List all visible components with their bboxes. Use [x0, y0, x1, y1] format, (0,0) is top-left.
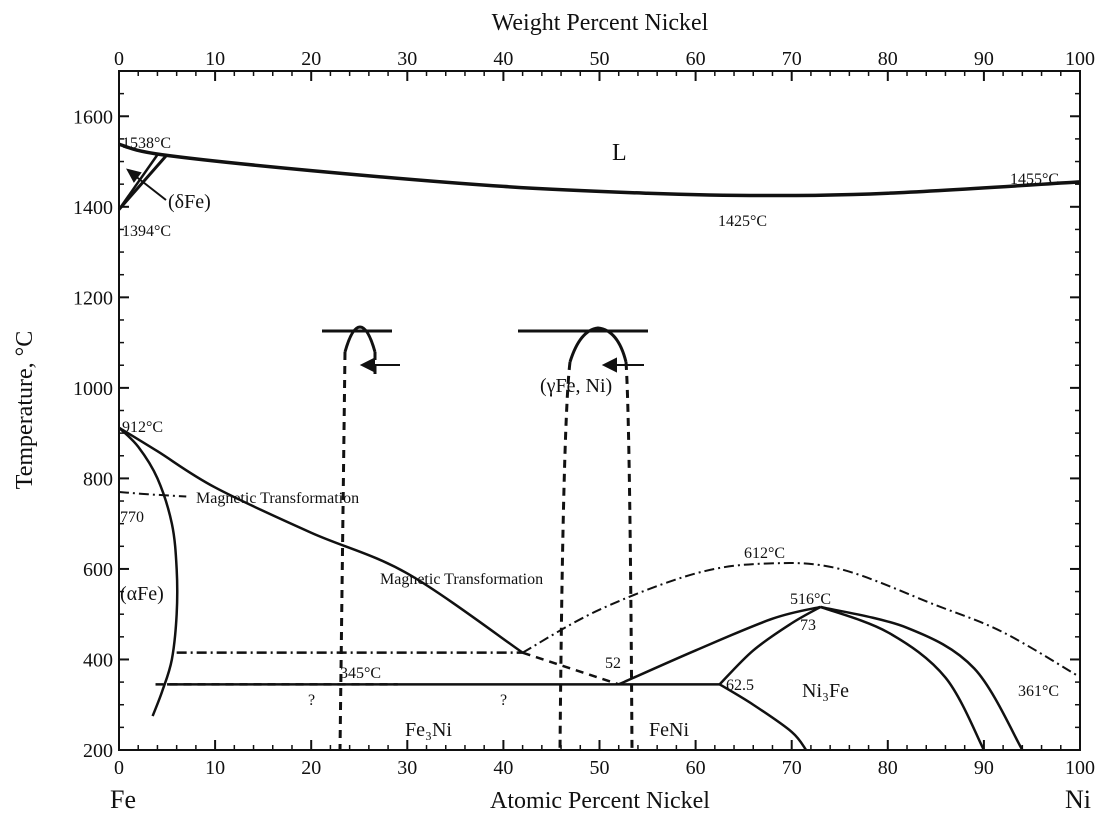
comp-625-label: 62.5: [726, 677, 754, 694]
fe3ni-dome-solid: [343, 325, 377, 353]
phase-arrows: [126, 168, 644, 373]
x-tick-label-top: 90: [974, 48, 994, 70]
temp-770-label: 770: [120, 509, 144, 526]
gamma-label: (γFe, Ni): [540, 375, 612, 397]
x-tick-label-bottom: 10: [205, 757, 225, 779]
x-tick-label-top: 20: [301, 48, 321, 70]
x-tick-label-bottom: 100: [1065, 757, 1095, 779]
x-tick-label-bottom: 70: [782, 757, 802, 779]
temp-612-label: 612°C: [744, 545, 785, 562]
x-tick-label-top: 50: [590, 48, 610, 70]
dashed-to-52: [522, 651, 620, 686]
x-tick-label-top: 100: [1065, 48, 1095, 70]
x-tick-label-bottom: 0: [114, 757, 124, 779]
magnetic-transformation-left: [118, 490, 187, 498]
temp-1425-label: 1425°C: [718, 213, 767, 230]
top-axis-title: Weight Percent Nickel: [492, 10, 709, 36]
x-tick-label-bottom: 20: [301, 757, 321, 779]
magnetic-transformation-label-1: Magnetic Transformation: [196, 490, 359, 507]
comp-73-label: 73: [800, 617, 816, 634]
delta-fe-label: (δFe): [168, 191, 211, 213]
fe3ni-arrow-head: [359, 357, 375, 373]
alpha-label: (αFe): [120, 583, 164, 605]
delta-arrow-head: [126, 168, 142, 183]
fe-element-label: Fe: [110, 785, 136, 814]
y-tick-label: 1400: [73, 197, 113, 219]
phase-boundaries: [117, 142, 1081, 751]
ni3fe-right-outer-boundary: [820, 605, 1024, 751]
temp-912-label: 912°C: [122, 419, 163, 436]
x-tick-label-top: 30: [397, 48, 417, 70]
x-tick-label-bottom: 30: [397, 757, 417, 779]
plot-frame: [118, 70, 1081, 751]
x-tick-label-top: 0: [114, 48, 124, 70]
ni3fe-label: Ni₃Fe: [802, 680, 849, 702]
temp-1538-label: 1538°C: [122, 135, 171, 152]
liquidus-line: [118, 142, 1081, 198]
axis-ticks: 0 0 10 10 20 20 30 30 40 40 50 50 60 60 70 70 80 80 90 90 10…: [73, 48, 1095, 779]
y-tick-label: 600: [83, 559, 113, 581]
delta-inner-line: [117, 154, 159, 211]
x-tick-label-bottom: 60: [686, 757, 706, 779]
temp-345-label: 345°C: [340, 665, 381, 682]
y-tick-label: 1200: [73, 287, 113, 309]
gamma-alpha-lower-boundary: [118, 426, 179, 717]
ni3fe-left-lower-boundary: [718, 605, 822, 686]
x-tick-label-top: 60: [686, 48, 706, 70]
ni3fe-left-boundary: [618, 605, 821, 686]
delta-arrow-shaft: [133, 174, 167, 201]
x-tick-label-bottom: 80: [878, 757, 898, 779]
ni3fe-right-inner-boundary: [820, 605, 986, 751]
bottom-axis-title: Atomic Percent Nickel: [490, 788, 710, 814]
x-tick-label-top: 70: [782, 48, 802, 70]
question-mark-2: ?: [500, 692, 507, 709]
y-tick-label: 800: [83, 468, 113, 490]
magnetic-transformation-right: [522, 562, 1081, 678]
x-tick-label-top: 80: [878, 48, 898, 70]
ni-element-label: Ni: [1065, 785, 1091, 814]
question-mark-1: ?: [308, 692, 315, 709]
y-tick-label: 200: [83, 740, 113, 762]
x-tick-label-top: 10: [205, 48, 225, 70]
y-tick-label: 1600: [73, 106, 113, 128]
feni-dome-dashed: [558, 361, 634, 751]
feni-dome-solid: [568, 326, 628, 363]
temp-1455-label: 1455°C: [1010, 171, 1059, 188]
feni-label: FeNi: [649, 719, 689, 741]
x-tick-label-bottom: 90: [974, 757, 994, 779]
gamma-alpha-upper-boundary: [118, 426, 524, 654]
y-tick-label: 1000: [73, 378, 113, 400]
feni-arrow-head: [601, 357, 617, 373]
ni3fe-low-branch: [718, 683, 808, 751]
left-axis-title: Temperature, °C: [12, 331, 38, 490]
fe3ni-label: Fe₃Ni: [405, 719, 452, 741]
x-tick-label-top: 40: [493, 48, 513, 70]
x-tick-label-bottom: 40: [493, 757, 513, 779]
liquid-label: L: [612, 140, 627, 166]
comp-52-label: 52: [605, 655, 621, 672]
temp-361-label: 361°C: [1018, 683, 1059, 700]
x-tick-label-bottom: 50: [590, 757, 610, 779]
temp-516-label: 516°C: [790, 591, 831, 608]
y-tick-label: 400: [83, 649, 113, 671]
magnetic-transformation-label-2: Magnetic Transformation: [380, 571, 543, 588]
temp-1394-label: 1394°C: [122, 223, 171, 240]
